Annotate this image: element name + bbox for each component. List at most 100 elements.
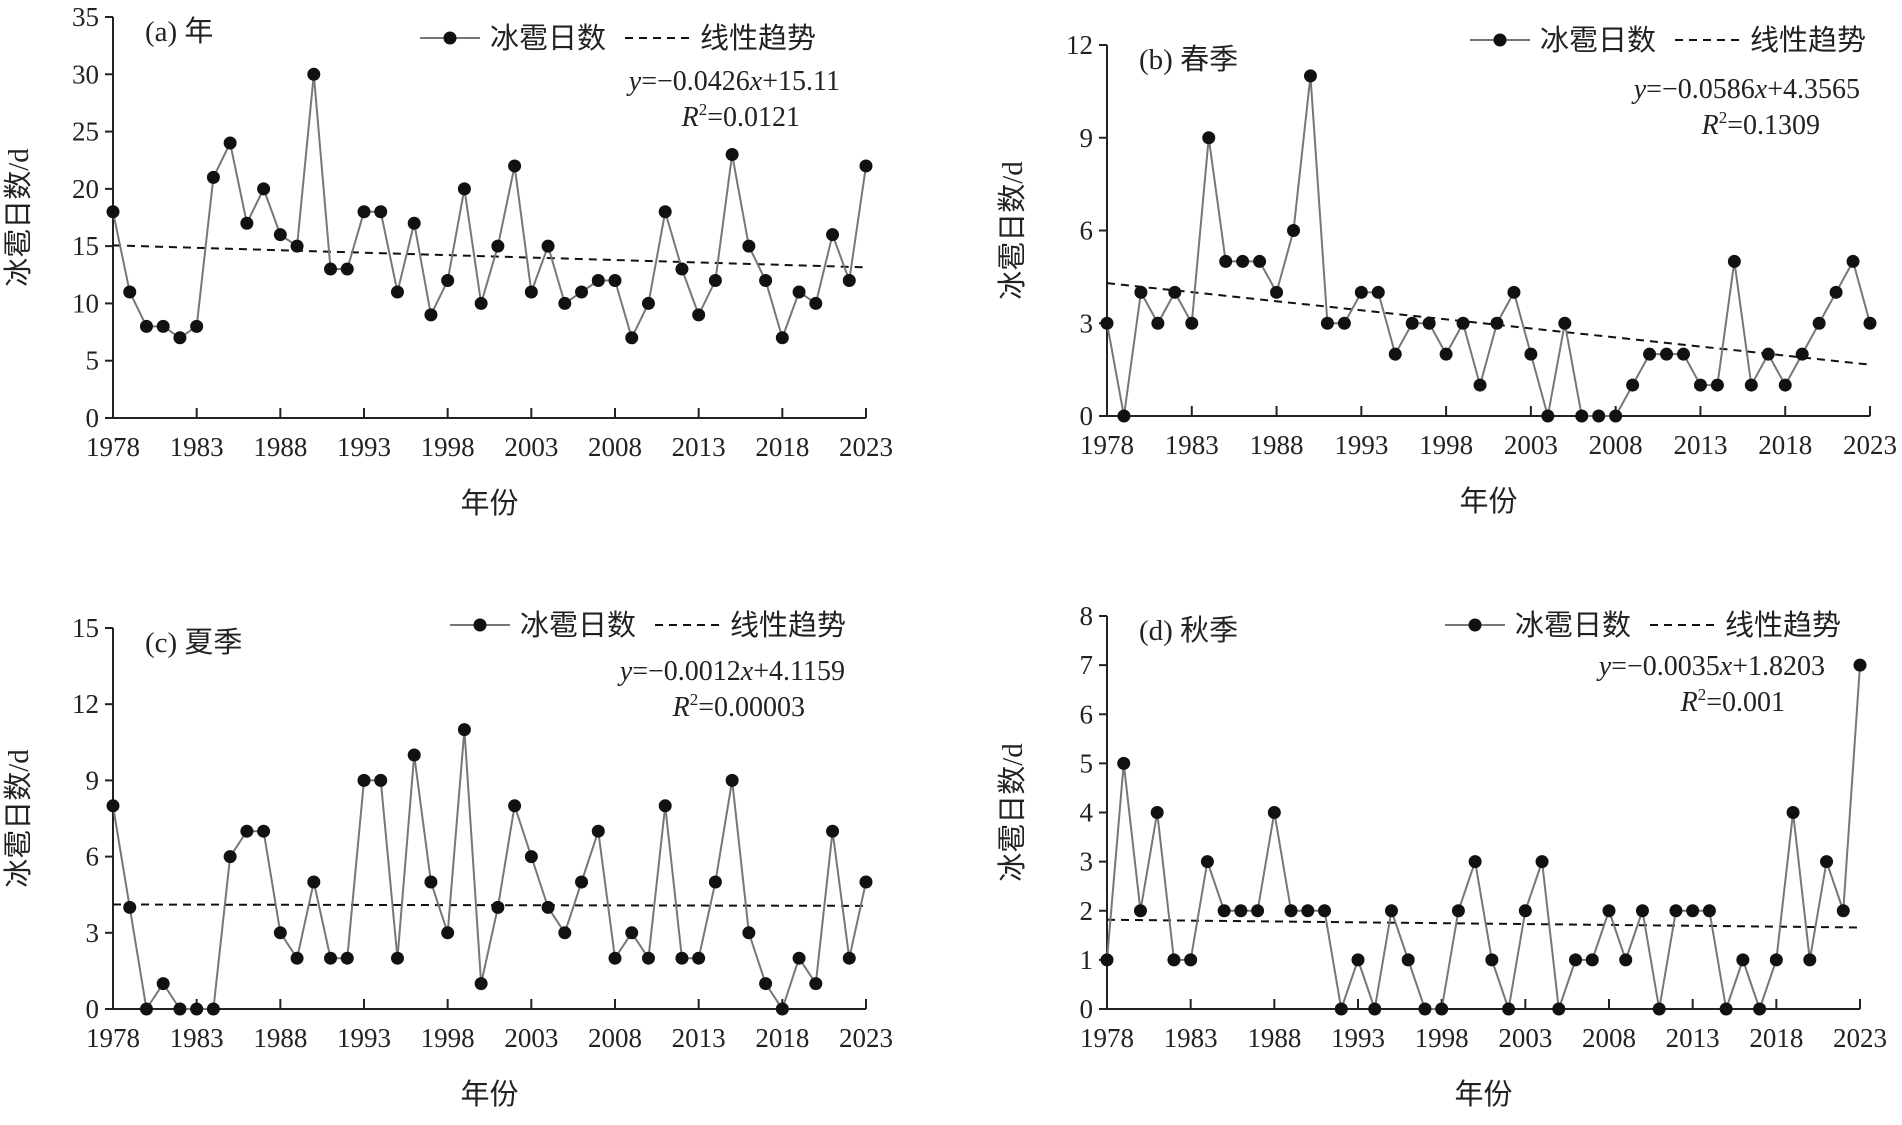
- data-point: [1660, 347, 1674, 361]
- data-point: [1744, 378, 1758, 392]
- data-point: [324, 262, 338, 276]
- data-point: [1405, 316, 1419, 330]
- x-tick-label: 2003: [1504, 430, 1558, 460]
- data-point: [1863, 316, 1877, 330]
- data-point: [1287, 224, 1301, 237]
- eq-slope: =−0.0035: [1611, 651, 1720, 682]
- eq-intercept: +4.3565: [1767, 74, 1860, 105]
- data-point: [474, 977, 488, 991]
- x-tick-label: 1988: [253, 432, 307, 462]
- r-squared: R2=0.001: [1680, 685, 1785, 718]
- series-line: [1106, 75, 1871, 417]
- x-tick-label: 1983: [1165, 430, 1219, 460]
- data-point: [190, 319, 204, 333]
- y-tick-label: 6: [86, 842, 100, 872]
- data-point: [1820, 855, 1834, 869]
- y-tick-label: 10: [72, 288, 99, 318]
- x-tick-label: 2018: [755, 432, 809, 462]
- data-point: [591, 824, 605, 838]
- y-tick-label: 3: [86, 918, 100, 948]
- data-point: [374, 773, 388, 787]
- data-point: [340, 262, 354, 276]
- trend-equation: y=−0.0426x+15.11: [626, 66, 840, 97]
- data-point: [1676, 347, 1690, 361]
- data-point: [1351, 953, 1365, 967]
- data-point: [156, 319, 170, 333]
- data-point: [1795, 347, 1809, 361]
- eq-x: x: [1719, 651, 1733, 682]
- data-point: [775, 331, 789, 345]
- data-point: [842, 951, 856, 965]
- trend-line: [112, 903, 867, 907]
- legend: 冰雹日数 线性趋势: [450, 609, 846, 642]
- data-point: [1769, 953, 1783, 967]
- data-point: [541, 239, 555, 253]
- eq-intercept: +1.8203: [1732, 651, 1825, 682]
- panel-title: (a) 年: [145, 15, 213, 48]
- data-point: [1388, 347, 1402, 361]
- y-tick-label: 30: [72, 59, 99, 89]
- x-tick-label: 1978: [1080, 430, 1134, 460]
- data-point: [641, 951, 655, 965]
- data-point: [390, 951, 404, 965]
- data-point: [156, 977, 170, 991]
- data-point: [407, 216, 421, 230]
- y-tick-label: 20: [72, 174, 99, 204]
- y-tick-label: 4: [1080, 798, 1094, 828]
- legend-series-label: 冰雹日数: [1515, 609, 1631, 642]
- x-tick-label: 2008: [1589, 430, 1643, 460]
- data-point: [1167, 953, 1181, 967]
- chart-panel-d: 0 1 2 3 4 5 6 7 8 1978 1983 1988 1993 1998 2003 2008 201…: [996, 601, 1887, 1111]
- data-point: [1184, 953, 1198, 967]
- data-point: [257, 824, 271, 838]
- data-point: [307, 67, 321, 81]
- data-point: [1524, 347, 1538, 361]
- x-tick-label: 2008: [588, 432, 642, 462]
- data-point: [457, 182, 471, 196]
- x-tick-label: 2008: [588, 1023, 642, 1053]
- data-point: [106, 205, 120, 219]
- x-tick-label: 1993: [1334, 430, 1388, 460]
- data-point: [1468, 855, 1482, 869]
- data-point: [1507, 285, 1521, 299]
- chart-panel-c: 0 3 6 9 12 15 1978 1983 1988 1993 1998 2003 2008 2013…: [2, 609, 893, 1111]
- data-point: [474, 296, 488, 310]
- data-point: [1778, 378, 1792, 392]
- data-point: [708, 875, 722, 889]
- data-point: [206, 170, 220, 184]
- panel-title: (d) 秋季: [1139, 614, 1238, 647]
- x-tick-label: 1988: [1247, 1023, 1301, 1053]
- data-point: [424, 308, 438, 322]
- r-value: =0.0121: [707, 102, 800, 133]
- y-tick-label: 1: [1080, 945, 1094, 975]
- eq-slope: =−0.0426: [641, 66, 750, 97]
- data-point: [708, 274, 722, 288]
- data-point: [524, 850, 538, 864]
- data-point: [1368, 1002, 1382, 1016]
- data-point: [1585, 953, 1599, 967]
- data-point: [658, 799, 672, 813]
- data-point: [1384, 904, 1398, 918]
- data-point: [441, 274, 455, 288]
- y-tick-label: 35: [72, 2, 99, 32]
- x-tick-label: 2013: [672, 1023, 726, 1053]
- data-point: [1270, 285, 1284, 299]
- legend-marker: [443, 31, 457, 45]
- data-point: [1502, 1002, 1516, 1016]
- y-tick-label: 12: [72, 689, 99, 719]
- data-point: [1812, 316, 1826, 330]
- data-point: [1202, 131, 1216, 145]
- data-point: [1575, 409, 1589, 423]
- data-point: [1569, 953, 1583, 967]
- data-point: [1592, 409, 1606, 423]
- x-tick-label: 2003: [504, 432, 558, 462]
- data-point: [1490, 316, 1504, 330]
- data-point: [826, 228, 840, 242]
- data-point: [1234, 904, 1248, 918]
- data-point: [1401, 953, 1415, 967]
- x-tick-label: 1998: [421, 1023, 475, 1053]
- data-point: [742, 926, 756, 940]
- data-point: [1439, 347, 1453, 361]
- legend-series-label: 冰雹日数: [490, 22, 606, 55]
- data-point: [558, 926, 572, 940]
